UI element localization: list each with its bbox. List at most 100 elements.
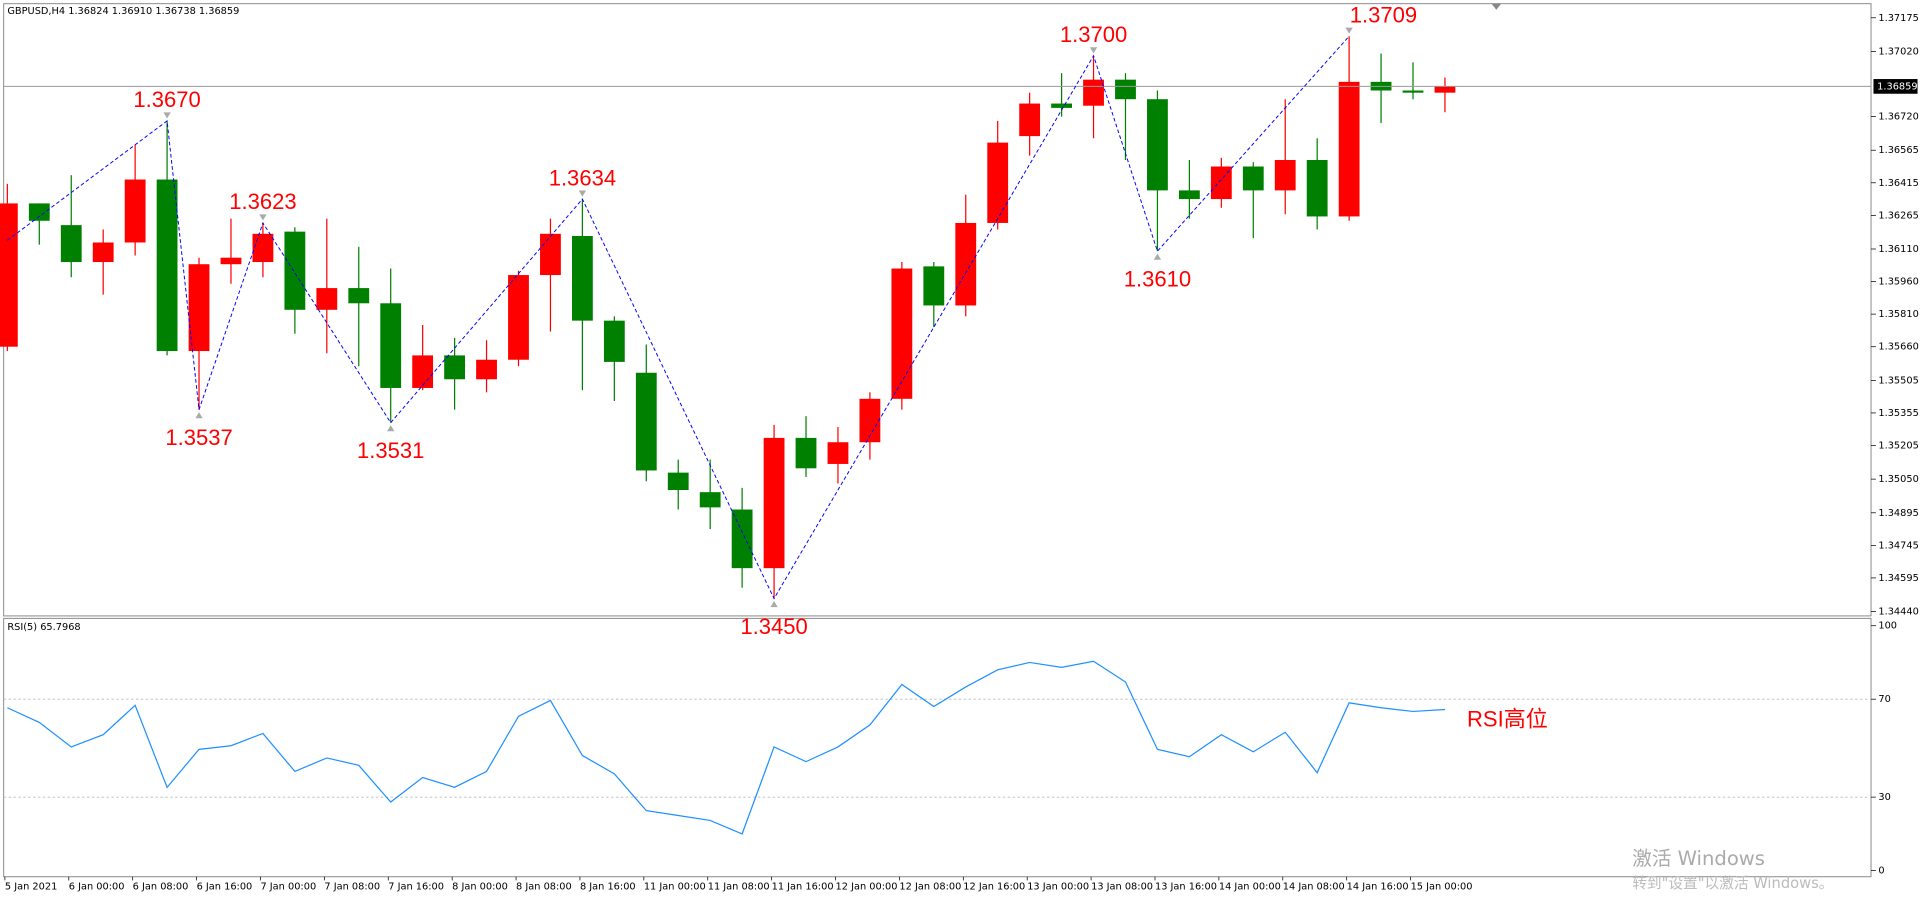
rsi-title: RSI(5) 65.7968	[7, 622, 80, 633]
pivot-marker	[195, 412, 203, 419]
candle-body	[1338, 81, 1360, 217]
candle-body	[1147, 99, 1168, 191]
candle-body	[28, 203, 50, 221]
y-tick-label: 1.36720	[1878, 112, 1918, 123]
y-tick-label: 1.36265	[1878, 210, 1918, 221]
y-tick-label: 1.35810	[1878, 309, 1918, 320]
candle-body	[412, 355, 434, 388]
x-tick-label: 14 Jan 16:00	[1347, 882, 1409, 893]
candle-body	[1178, 190, 1200, 200]
candle-body	[92, 242, 114, 263]
candle-body	[987, 142, 1009, 223]
pivot-label: 1.3670	[133, 87, 200, 112]
x-tick-label: 12 Jan 16:00	[963, 882, 1025, 893]
pivot-marker	[163, 112, 171, 119]
x-tick-label: 15 Jan 00:00	[1411, 882, 1473, 893]
x-tick-label: 11 Jan 08:00	[708, 882, 770, 893]
x-tick-label: 8 Jan 00:00	[452, 882, 508, 893]
candle-body	[156, 179, 178, 352]
candle-body	[891, 268, 913, 399]
candle-body	[763, 437, 785, 569]
candle-body	[1274, 159, 1296, 191]
candle-body	[188, 264, 210, 352]
x-tick-label: 7 Jan 08:00	[324, 882, 380, 893]
candle-body	[955, 222, 977, 306]
pivot-marker	[1089, 47, 1098, 54]
y-tick-label: 1.35355	[1878, 408, 1918, 419]
y-tick-label: 1.34440	[1878, 607, 1918, 618]
candle-body	[508, 275, 529, 360]
pivot-marker	[387, 425, 395, 432]
candle-body	[1402, 90, 1424, 93]
candle-body	[380, 303, 402, 388]
candle-body	[1051, 103, 1073, 108]
candle-body	[252, 233, 274, 263]
y-tick-label: 1.35050	[1878, 474, 1918, 485]
pivot-label: 1.3623	[229, 189, 296, 214]
candle-body	[316, 288, 338, 310]
chart-shift-marker	[1491, 3, 1502, 10]
y-tick-label: 1.37020	[1878, 46, 1918, 57]
candle-body	[444, 355, 466, 380]
zigzag-line	[7, 35, 1350, 600]
pivot-marker	[259, 214, 267, 221]
y-tick-label: 70	[1878, 694, 1890, 705]
candle-body	[124, 179, 146, 243]
candle-body	[1306, 159, 1328, 217]
candle-body	[1434, 86, 1456, 93]
x-tick-label: 5 Jan 2021	[5, 882, 57, 893]
pivot-label: 1.3450	[740, 614, 807, 639]
pivot-marker	[1153, 253, 1162, 260]
pivot-marker	[770, 600, 778, 608]
x-tick-label: 14 Jan 00:00	[1219, 882, 1281, 893]
y-tick-label: 1.34895	[1878, 508, 1918, 519]
pivot-marker	[578, 190, 587, 197]
pivot-label: 1.3700	[1060, 22, 1127, 47]
candle-body	[1019, 103, 1041, 137]
x-tick-label: 8 Jan 16:00	[580, 882, 636, 893]
x-tick-label: 6 Jan 08:00	[133, 882, 189, 893]
watermark-title: 激活 Windows	[1632, 847, 1765, 870]
y-tick-label: 1.37175	[1878, 13, 1918, 24]
y-tick-label: 1.34595	[1878, 573, 1918, 584]
pivot-marker	[1345, 27, 1353, 34]
candle-body	[60, 225, 82, 263]
pivot-label: 1.3537	[165, 425, 232, 450]
y-tick-label: 1.36415	[1878, 178, 1918, 189]
y-tick-label: 1.34745	[1878, 540, 1918, 551]
x-tick-label: 11 Jan 00:00	[644, 882, 706, 893]
candle-body	[1115, 79, 1136, 100]
candle-body	[540, 233, 561, 276]
current-price-label: 1.36859	[1877, 81, 1917, 92]
x-tick-label: 12 Jan 08:00	[899, 882, 961, 893]
price-frame	[3, 3, 1872, 617]
x-tick-label: 7 Jan 00:00	[260, 882, 316, 893]
x-tick-label: 7 Jan 16:00	[388, 882, 444, 893]
candle-body	[923, 266, 945, 306]
annotation: RSI高位	[1467, 706, 1548, 731]
candle-body	[1242, 166, 1264, 191]
candle-body	[0, 203, 18, 347]
y-tick-label: 1.36565	[1878, 145, 1918, 156]
pivot-label: 1.3610	[1124, 266, 1191, 291]
x-tick-label: 12 Jan 00:00	[836, 882, 898, 893]
y-tick-label: 0	[1878, 866, 1884, 877]
candle-body	[859, 398, 881, 443]
y-tick-label: 1.35205	[1878, 440, 1918, 451]
candle-body	[476, 359, 497, 380]
candle-body	[220, 257, 242, 265]
x-tick-label: 6 Jan 00:00	[69, 882, 125, 893]
current-price-box	[1873, 79, 1918, 94]
candle-body	[571, 235, 593, 321]
x-tick-label: 13 Jan 00:00	[1027, 882, 1089, 893]
candle-body	[667, 472, 689, 490]
x-tick-label: 14 Jan 08:00	[1283, 882, 1345, 893]
chart-title: GBPUSD,H4 1.36824 1.36910 1.36738 1.3685…	[7, 6, 239, 17]
x-tick-label: 8 Jan 08:00	[516, 882, 572, 893]
y-tick-label: 1.36110	[1878, 244, 1918, 255]
candle-body	[731, 509, 753, 569]
y-tick-label: 1.35505	[1878, 375, 1918, 386]
x-tick-label: 13 Jan 16:00	[1155, 882, 1217, 893]
candle-body	[635, 372, 657, 471]
